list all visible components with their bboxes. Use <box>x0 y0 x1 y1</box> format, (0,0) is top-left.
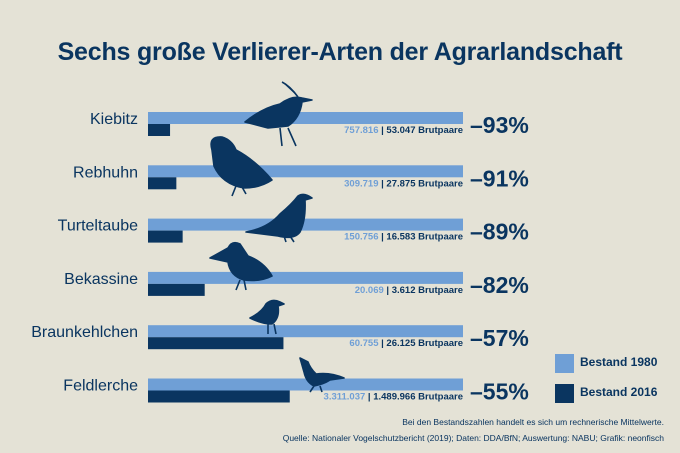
value-label: 3.311.037 | 1.489.966 Brutpaare <box>324 392 463 403</box>
legend-label-2016: Bestand 2016 <box>580 385 658 399</box>
bird-silhouette-icon <box>245 193 313 243</box>
value-2016: | 1.489.966 Brutpaare <box>368 392 463 403</box>
value-2016: | 27.875 Brutpaare <box>381 178 463 189</box>
value-2016: | 16.583 Brutpaare <box>381 232 463 243</box>
bird-silhouette-icon <box>209 241 273 291</box>
value-label: 757.816 | 53.047 Brutpaare <box>344 125 463 136</box>
bar-2016-kiebitz <box>148 124 171 136</box>
category-label: Kiebitz <box>90 111 138 128</box>
value-1980: 150.756 <box>344 232 381 243</box>
value-label: 20.069 | 3.612 Brutpaare <box>355 285 463 296</box>
value-1980: 60.755 <box>349 338 381 349</box>
change-label: –82% <box>470 272 529 298</box>
chart-title: Sechs große Verlierer-Arten der Agrarlan… <box>57 38 623 66</box>
category-label: Braunkehlchen <box>31 324 138 341</box>
note-text: Bei den Bestandszahlen handelt es sich u… <box>402 417 664 427</box>
bar-1980-kiebitz <box>148 112 463 124</box>
bar-2016-braunkehlchen <box>148 337 284 350</box>
value-1980: 309.719 <box>344 178 381 189</box>
value-2016: | 3.612 Brutpaare <box>386 285 463 296</box>
change-label: –57% <box>470 325 529 351</box>
bar-1980-feldlerche <box>148 378 463 391</box>
bar-2016-feldlerche <box>148 390 290 403</box>
bar-1980-bekassine <box>148 271 463 284</box>
legend-swatch-1980 <box>555 354 574 373</box>
bar-1980-braunkehlchen <box>148 325 463 338</box>
category-label: Turteltaube <box>58 218 138 235</box>
bar-2016-turteltaube <box>148 230 183 243</box>
change-label: –55% <box>470 379 529 405</box>
source-text: Quelle: Nationaler Vogelschutzbericht (2… <box>282 433 664 443</box>
value-label: 60.755 | 26.125 Brutpaare <box>349 338 463 349</box>
value-label: 150.756 | 16.583 Brutpaare <box>344 232 463 243</box>
value-2016: | 53.047 Brutpaare <box>381 125 463 136</box>
bird-silhouette-icon <box>299 357 345 393</box>
category-label: Rebhuhn <box>73 164 138 181</box>
bird-silhouette-icon <box>210 136 273 197</box>
value-1980: 757.816 <box>344 125 381 136</box>
change-label: –93% <box>470 112 529 138</box>
value-1980: 3.311.037 <box>324 392 368 403</box>
value-1980: 20.069 <box>355 285 387 296</box>
bar-1980-rebhuhn <box>148 165 463 178</box>
bird-silhouette-icon <box>244 81 313 147</box>
legend-label-1980: Bestand 1980 <box>580 355 658 369</box>
bar-2016-rebhuhn <box>148 177 177 190</box>
value-label: 309.719 | 27.875 Brutpaare <box>344 178 463 189</box>
bar-2016-bekassine <box>148 283 205 296</box>
change-label: –91% <box>470 165 529 191</box>
category-label: Feldlerche <box>63 378 138 395</box>
change-label: –89% <box>470 219 529 245</box>
bar-1980-turteltaube <box>148 218 463 231</box>
bird-silhouette-icon <box>249 299 285 335</box>
value-2016: | 26.125 Brutpaare <box>381 338 463 349</box>
category-label: Bekassine <box>64 271 138 288</box>
legend-swatch-2016 <box>555 384 574 403</box>
